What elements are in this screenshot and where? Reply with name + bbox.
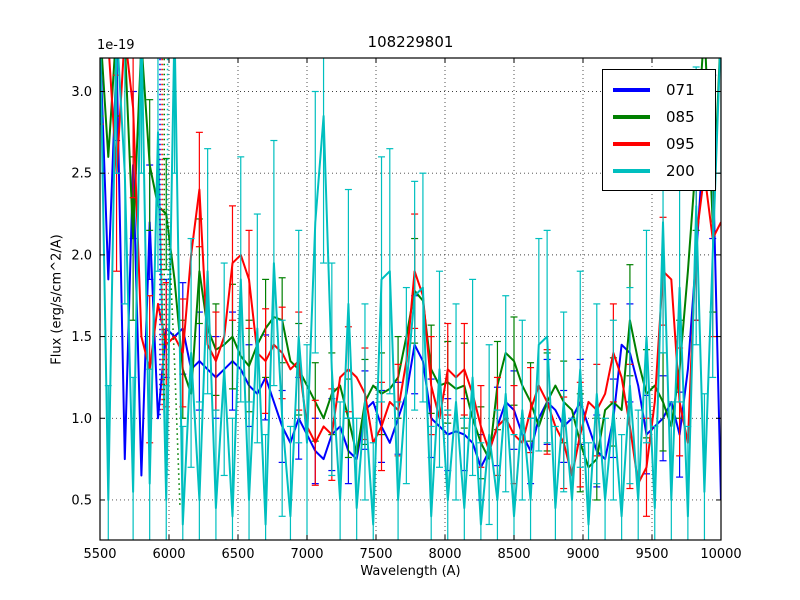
legend-label: 200 bbox=[666, 161, 695, 180]
y-tick-label: 3.0 bbox=[71, 85, 92, 100]
legend-entry-085: 085 bbox=[613, 103, 715, 130]
x-tick-label: 9500 bbox=[635, 547, 668, 562]
legend-line-sample bbox=[613, 87, 650, 92]
x-tick-label: 8000 bbox=[428, 547, 461, 562]
legend: 071 085 095 200 bbox=[602, 69, 716, 191]
legend-entry-095: 095 bbox=[613, 130, 715, 157]
legend-label: 071 bbox=[666, 80, 695, 99]
spectrum-line-095 bbox=[108, 58, 721, 485]
x-tick-label: 8500 bbox=[497, 547, 530, 562]
x-tick-label: 7000 bbox=[290, 547, 323, 562]
y-axis-label: Flux (erg/s/cm^2/A) bbox=[49, 234, 65, 365]
y-tick-label: 2.5 bbox=[71, 167, 92, 182]
y-tick-label: 2.0 bbox=[71, 248, 92, 263]
x-tick-label: 9000 bbox=[566, 547, 599, 562]
spectrum-line-200 bbox=[100, 58, 721, 526]
y-tick-label: 1.0 bbox=[71, 412, 92, 427]
y-tick-label: 1.5 bbox=[71, 330, 92, 345]
legend-entry-071: 071 bbox=[613, 76, 715, 103]
legend-line-sample bbox=[613, 114, 650, 119]
legend-label: 085 bbox=[666, 107, 695, 126]
x-axis-label: Wavelength (A) bbox=[360, 564, 461, 579]
tick-labels: 5500 6000 6500 7000 7500 8000 8500 9000 9500 1000… bbox=[71, 85, 741, 562]
y-axis-offset-text: 1e-19 bbox=[97, 38, 135, 53]
x-tick-label: 6000 bbox=[152, 547, 185, 562]
y-tick-label: 0.5 bbox=[71, 493, 92, 508]
legend-label: 095 bbox=[666, 134, 695, 153]
x-tick-label: 5500 bbox=[83, 547, 116, 562]
page-title: 108229801 bbox=[367, 33, 454, 51]
legend-line-sample bbox=[613, 168, 650, 173]
x-tick-label: 7500 bbox=[359, 547, 392, 562]
x-tick-label: 10000 bbox=[700, 547, 741, 562]
legend-line-sample bbox=[613, 141, 650, 146]
axes-frame bbox=[99, 57, 722, 541]
x-tick-label: 6500 bbox=[221, 547, 254, 562]
dotted-segment bbox=[168, 238, 181, 509]
series-200 bbox=[100, 58, 721, 540]
legend-entry-200: 200 bbox=[613, 157, 715, 184]
data-layer bbox=[100, 58, 721, 540]
